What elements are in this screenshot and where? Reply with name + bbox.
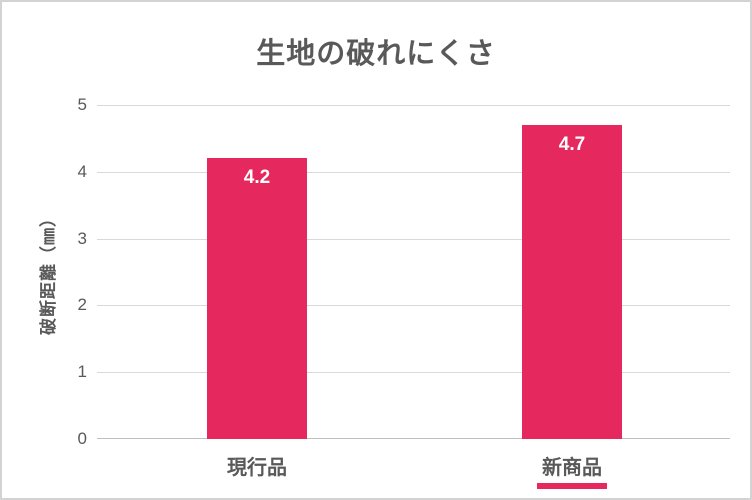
- highlight-underline: [537, 483, 607, 489]
- y-tick-2: 2: [77, 295, 87, 315]
- plot-area: 5 4 3 2 1 0 4.2 4.7: [78, 95, 730, 448]
- chart-title: 生地の破れにくさ: [256, 38, 496, 70]
- y-tick-0: 0: [77, 429, 87, 448]
- x-label-new-text: 新商品: [542, 457, 602, 479]
- gridline-2: [97, 305, 730, 307]
- gridline-1: [97, 372, 730, 374]
- gridline-5: [97, 105, 730, 106]
- y-axis-title: 破断距離（㎜）: [39, 209, 58, 335]
- y-tick-4: 4: [77, 161, 87, 181]
- x-label-new-product: 新商品: [502, 451, 642, 489]
- y-tick-5: 5: [77, 95, 87, 114]
- bar-new-product: 4.7: [522, 125, 622, 439]
- x-axis-line: [97, 438, 730, 439]
- bar-value-label-new: 4.7: [558, 134, 586, 156]
- bar-current-product: 4.2: [207, 158, 307, 439]
- y-tick-3: 3: [77, 228, 87, 248]
- gridline-4: [97, 171, 730, 173]
- y-tick-1: 1: [77, 362, 87, 382]
- gridline-3: [97, 238, 730, 240]
- x-label-current-product: 現行品: [187, 451, 327, 480]
- bar-value-label-current: 4.2: [243, 167, 271, 189]
- x-label-current-text: 現行品: [227, 457, 287, 479]
